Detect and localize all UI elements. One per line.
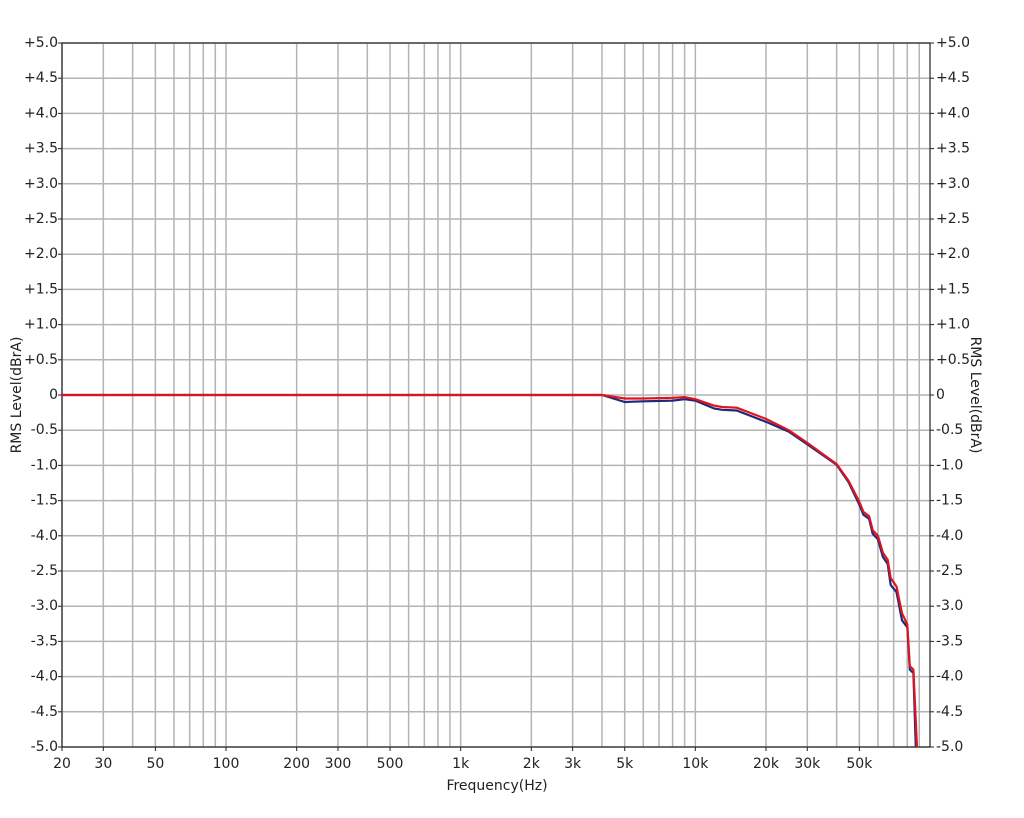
y2-tick-label: -5.0: [936, 739, 963, 755]
y-tick-label: -1.5: [31, 493, 58, 509]
y2-tick-label: +2.5: [936, 211, 970, 227]
x-tick-label: 200: [283, 756, 310, 772]
y-axis-label: RMS Level(dBrA): [9, 337, 25, 454]
y2-tick-label: -0.5: [936, 422, 963, 438]
y2-axis-label: RMS Level(dBrA): [967, 337, 983, 454]
y-tick-label: +4.5: [24, 70, 58, 86]
y2-tick-label: +4.0: [936, 105, 970, 121]
y-tick-label: 0: [49, 387, 58, 403]
y-tick-label: -4.0: [31, 669, 58, 685]
y2-tick-label: -1.5: [936, 493, 963, 509]
y-tick-label: -1.0: [31, 457, 58, 473]
y2-tick-label: -4.5: [936, 704, 963, 720]
x-tick-label: 10k: [682, 756, 709, 772]
x-tick-label: 1k: [452, 756, 470, 772]
x-tick-label: 20k: [753, 756, 780, 772]
y2-tick-label: -3.5: [936, 633, 963, 649]
x-axis-label: Frequency(Hz): [446, 778, 547, 794]
x-tick-label: 100: [213, 756, 240, 772]
y-tick-label: +3.0: [24, 176, 58, 192]
y-tick-label: -3.5: [31, 633, 58, 649]
y-tick-label: -5.0: [31, 739, 58, 755]
y-tick-label: -3.0: [31, 598, 58, 614]
y2-tick-label: -3.0: [936, 598, 963, 614]
y2-tick-label: +1.5: [936, 281, 970, 297]
y-tick-label: +2.0: [24, 246, 58, 262]
x-tick-label: 50k: [846, 756, 873, 772]
y-tick-label: -0.5: [31, 422, 58, 438]
y-tick-label: +0.5: [24, 352, 58, 368]
x-tick-label: 50: [146, 756, 164, 772]
x-tick-label: 500: [377, 756, 404, 772]
y2-tick-label: +3.0: [936, 176, 970, 192]
y-tick-label: -4.0: [31, 528, 58, 544]
y2-tick-label: -4.0: [936, 669, 963, 685]
y-tick-label: +4.0: [24, 105, 58, 121]
y-tick-label: -4.5: [31, 704, 58, 720]
y-tick-label: +5.0: [24, 35, 58, 51]
y-tick-label: +3.5: [24, 141, 58, 157]
x-tick-label: 5k: [616, 756, 634, 772]
y-tick-label: -2.5: [31, 563, 58, 579]
y-tick-label: +1.0: [24, 317, 58, 333]
series-line: [62, 393, 919, 748]
y2-tick-label: +4.5: [936, 70, 970, 86]
x-tick-label: 3k: [564, 756, 582, 772]
y2-tick-label: 0: [936, 387, 945, 403]
y2-tick-label: +2.0: [936, 246, 970, 262]
x-tick-label: 30k: [794, 756, 821, 772]
y2-tick-label: +3.5: [936, 141, 970, 157]
y2-tick-label: -1.0: [936, 457, 963, 473]
y2-tick-label: +0.5: [936, 352, 970, 368]
y-tick-label: +1.5: [24, 281, 58, 297]
y2-tick-label: +1.0: [936, 317, 970, 333]
y2-tick-label: -4.0: [936, 528, 963, 544]
y-tick-label: +2.5: [24, 211, 58, 227]
x-tick-label: 30: [94, 756, 112, 772]
x-tick-label: 300: [325, 756, 352, 772]
y2-tick-label: -2.5: [936, 563, 963, 579]
x-tick-label: 20: [53, 756, 71, 772]
y2-tick-label: +5.0: [936, 35, 970, 51]
x-tick-label: 2k: [523, 756, 541, 772]
